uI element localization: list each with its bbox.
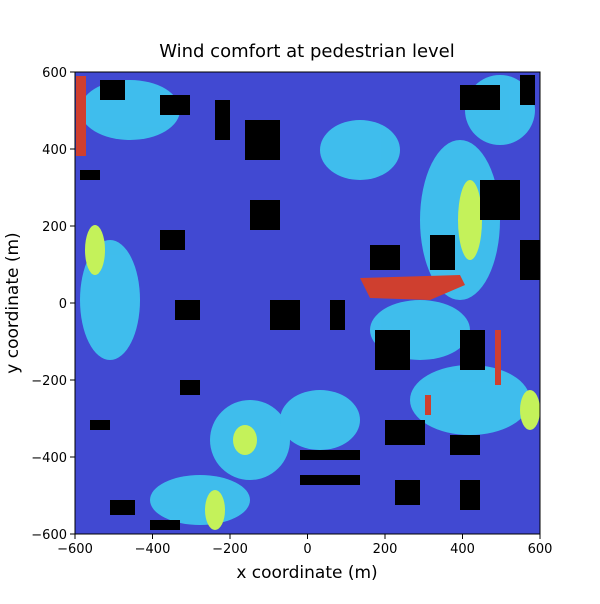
x-tick-label: 400 <box>450 542 475 557</box>
x-tick-label: 0 <box>303 542 311 557</box>
field <box>75 72 540 534</box>
y-tick-label: 600 <box>42 66 67 81</box>
y-axis-label: y coordinate (m) <box>3 232 23 373</box>
x-tick-label: 200 <box>373 542 398 557</box>
x-tick-label: 600 <box>528 542 553 557</box>
x-tick-label: −200 <box>212 542 248 557</box>
x-tick-label: −600 <box>57 542 93 557</box>
chart-title: Wind comfort at pedestrian level <box>159 41 455 62</box>
x-tick-label: −400 <box>135 542 171 557</box>
y-tick-label: 400 <box>42 143 67 158</box>
y-tick-label: −400 <box>31 451 67 466</box>
x-axis-label: x coordinate (m) <box>236 563 377 583</box>
y-tick-label: −200 <box>31 374 67 389</box>
y-tick-label: −600 <box>31 528 67 543</box>
y-tick-label: 0 <box>59 297 67 312</box>
y-tick-label: 200 <box>42 220 67 235</box>
